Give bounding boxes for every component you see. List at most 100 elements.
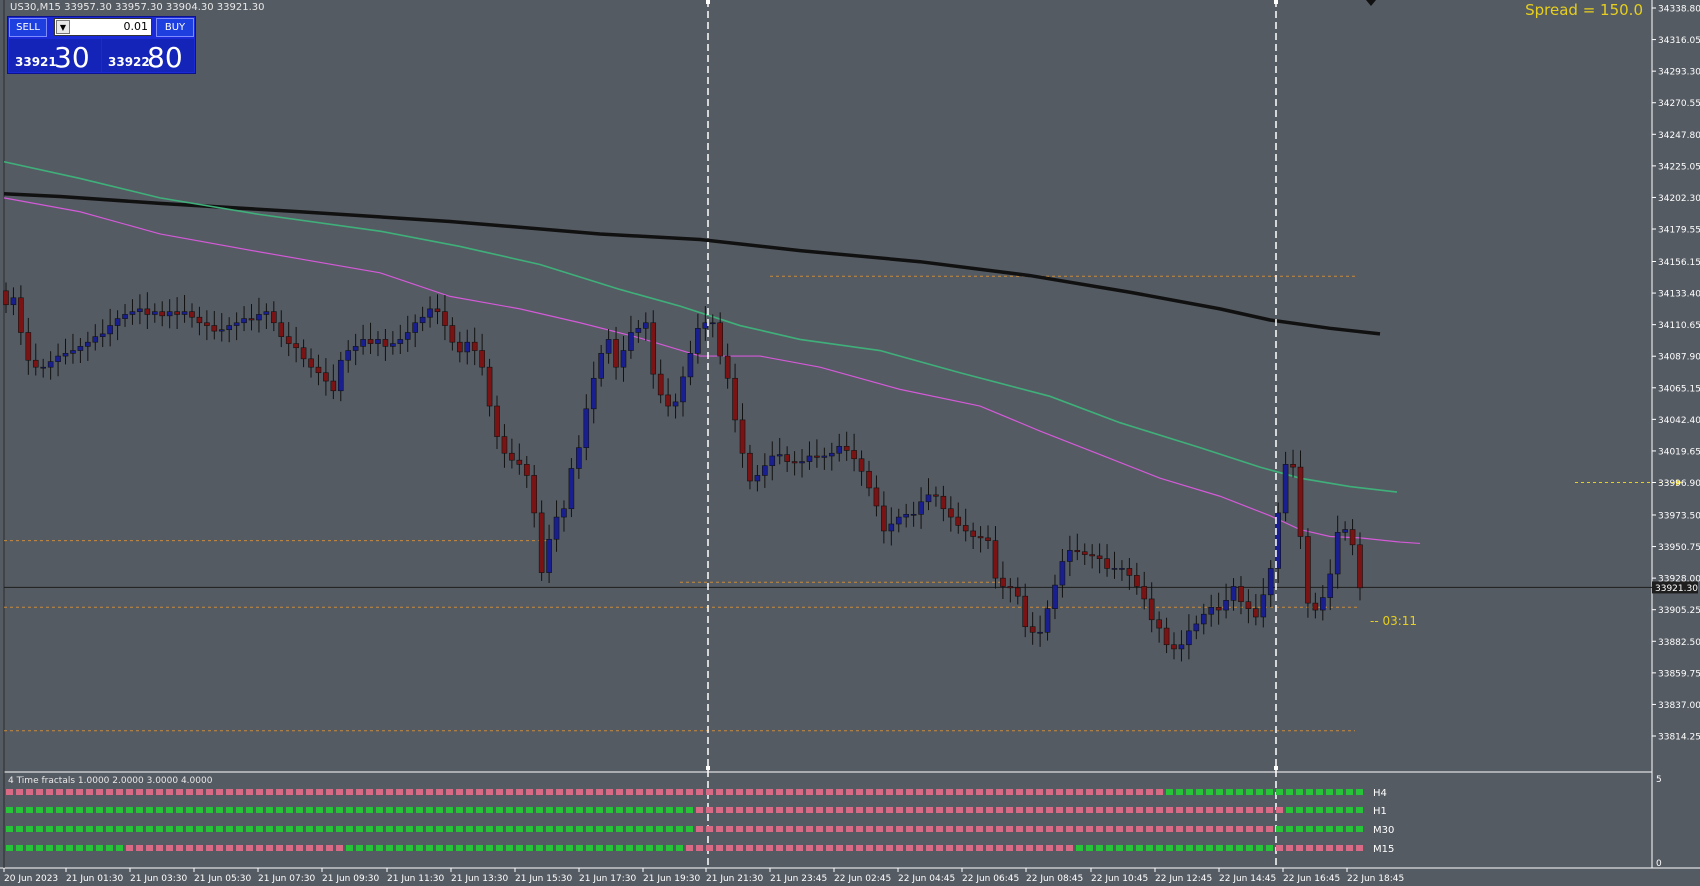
fractal-dot — [96, 845, 103, 851]
fractal-dot — [456, 845, 463, 851]
candle-body — [337, 359, 344, 392]
fractal-dot — [696, 845, 703, 851]
fractal-dot — [1206, 826, 1213, 832]
fractal-dot — [216, 807, 223, 813]
buy-price-box[interactable]: 33922 80 — [102, 39, 194, 74]
one-click-trading-panel: SELL ▼ 0.01 BUY 33921 30 33922 80 — [7, 16, 196, 74]
ma-fast-magenta — [3, 197, 1421, 545]
fractal-dot — [186, 789, 193, 795]
fractal-dot — [1026, 789, 1033, 795]
fractal-dot — [436, 789, 443, 795]
fractal-dot — [1056, 807, 1063, 813]
fractal-dot — [1136, 826, 1143, 832]
fractal-dot — [16, 845, 23, 851]
vertical-separators[interactable] — [706, 0, 1278, 868]
fractal-dot — [1236, 826, 1243, 832]
fractal-dot — [966, 826, 973, 832]
candle-body — [397, 339, 404, 344]
fractal-dot — [36, 789, 43, 795]
candle-body — [1290, 464, 1296, 468]
y-tick-label: 33973.50 — [1658, 511, 1700, 521]
fractal-dot — [636, 826, 643, 832]
candle-body — [866, 470, 872, 489]
fractal-dot — [476, 826, 483, 832]
candle-body — [166, 311, 173, 317]
fractal-dot — [106, 845, 113, 851]
fractal-dot — [416, 807, 423, 813]
fractal-dot — [1266, 807, 1273, 813]
candle-body — [1260, 594, 1267, 618]
candle-body — [419, 316, 426, 324]
fractal-dot — [1036, 826, 1043, 832]
fractal-dot — [476, 845, 483, 851]
price-axis[interactable]: 34338.80 34316.05 34293.30 34270.55 34247.80… — [1652, 5, 1700, 743]
fractal-dot — [906, 826, 913, 832]
fractal-dot — [616, 807, 623, 813]
current-price-tag — [1652, 581, 1698, 594]
candle-body — [1357, 544, 1363, 589]
fractal-dot — [1026, 826, 1033, 832]
fractal-dot — [266, 845, 273, 851]
candle-body — [977, 536, 984, 539]
fractal-dot — [166, 845, 173, 851]
sell-button[interactable]: SELL — [9, 18, 47, 37]
fractal-dot — [616, 826, 623, 832]
candle-body — [546, 538, 552, 573]
fractal-dot — [406, 845, 413, 851]
x-tick-label: 22 Jun 18:45 — [1347, 874, 1404, 884]
candle-body — [516, 459, 523, 465]
candle-body — [248, 318, 255, 321]
candle-body — [151, 311, 158, 315]
fractal-dot — [846, 807, 853, 813]
fractal-dot — [146, 789, 153, 795]
candle-body — [665, 394, 671, 407]
fractal-dot — [266, 826, 273, 832]
fractal-dot — [1006, 826, 1013, 832]
fractal-dot — [976, 807, 983, 813]
fractal-dot — [886, 845, 893, 851]
separator-handle — [1274, 766, 1278, 770]
candle-body — [538, 512, 545, 573]
fractal-dot — [16, 789, 23, 795]
fractal-dot — [776, 789, 783, 795]
fractal-dot — [1326, 845, 1333, 851]
fractal-dot — [1036, 807, 1043, 813]
candle-body — [1059, 561, 1066, 586]
sell-price-box[interactable]: 33921 30 — [9, 39, 101, 74]
candle-body — [1312, 602, 1319, 611]
candle-body — [375, 339, 381, 344]
candle-body — [345, 350, 352, 361]
price-alert-arrow-icon — [1676, 479, 1682, 486]
fractal-dot — [486, 807, 493, 813]
buy-price-prefix: 33922 — [108, 55, 150, 69]
fractal-dot — [216, 789, 223, 795]
candle-body — [1297, 466, 1304, 537]
fractal-dot — [1046, 807, 1053, 813]
candle-body — [129, 311, 136, 315]
fractal-dot — [776, 826, 783, 832]
fractal-dot — [716, 807, 723, 813]
buy-button[interactable]: BUY — [156, 18, 194, 37]
fractal-dot — [496, 845, 503, 851]
candle-body — [70, 350, 76, 354]
fractal-dot — [376, 789, 383, 795]
fractal-dot — [1326, 789, 1333, 795]
fractal-dot — [406, 826, 413, 832]
candle-body — [650, 322, 657, 375]
fractal-dot — [896, 807, 903, 813]
fractal-dot — [896, 845, 903, 851]
fractal-dot — [606, 807, 613, 813]
candle-body — [1067, 550, 1073, 562]
fractal-dot — [316, 807, 323, 813]
fractal-dot — [746, 845, 753, 851]
lot-size-value[interactable]: 0.01 — [123, 20, 149, 33]
fractal-dot — [396, 789, 403, 795]
fractal-dot — [486, 845, 493, 851]
time-axis[interactable]: 20 Jun 2023 21 Jun 01:30 21 Jun 03:30 21 Ju… — [3, 868, 1404, 884]
candle-body — [509, 452, 515, 461]
fractal-dot — [946, 807, 953, 813]
lot-dropdown-icon[interactable]: ▼ — [56, 20, 70, 34]
lot-size-field[interactable]: ▼ 0.01 — [54, 18, 152, 36]
